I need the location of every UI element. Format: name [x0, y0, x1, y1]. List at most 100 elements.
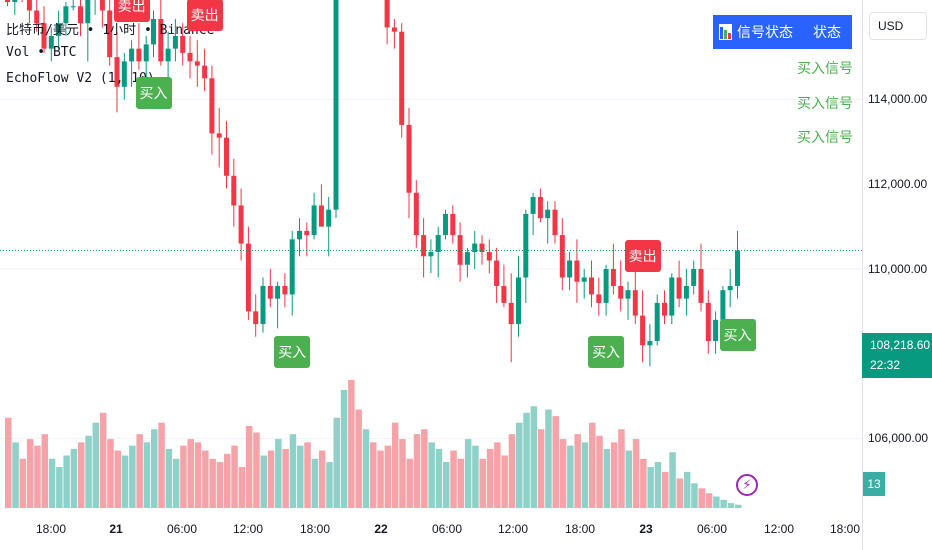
price-tick-label: 106,000.00 — [868, 431, 929, 445]
grid-lines — [0, 99, 862, 439]
volume-bar — [333, 417, 340, 508]
candle-body — [136, 48, 142, 62]
volume-bar — [311, 458, 319, 508]
signal-status-panel: 信号状态 状态 — [713, 15, 852, 49]
candle-body — [129, 48, 135, 62]
price-tick-label: 110,000.00 — [868, 262, 928, 276]
volume-bar — [647, 466, 654, 508]
candle-body — [180, 35, 186, 53]
volume-bar — [559, 439, 567, 508]
volume-bar — [238, 466, 246, 508]
volume-legend[interactable]: Vol • BTC — [6, 45, 77, 60]
volume-bars — [5, 380, 742, 508]
candle-body — [70, 6, 76, 8]
price-tick-label: 112,000.00 — [868, 177, 928, 191]
candle-body — [209, 78, 215, 134]
volume-bar — [399, 439, 406, 508]
signal-row: 买入信号 — [797, 96, 853, 112]
volume-bar — [12, 442, 19, 508]
volume-bar — [464, 439, 472, 508]
volume-bar — [596, 435, 603, 508]
candles — [5, 0, 740, 367]
volume-bar — [662, 471, 669, 508]
candle-body — [464, 252, 470, 265]
time-tick-label: 18:00 — [564, 522, 596, 536]
volume-bar — [260, 455, 267, 508]
volume-bar — [245, 425, 253, 508]
candle-body — [99, 0, 105, 11]
volume-bar — [136, 434, 143, 508]
volume-bar — [443, 462, 450, 508]
volume-bar — [48, 458, 56, 508]
candle-body — [691, 269, 697, 286]
candle-body — [187, 52, 193, 62]
candle-body — [435, 235, 441, 253]
candle-body — [545, 209, 551, 219]
candle-body — [333, 0, 339, 210]
candle-body — [705, 302, 711, 342]
volume-bar — [340, 389, 348, 508]
candle-body — [121, 61, 127, 87]
candle-body — [194, 61, 200, 66]
candle-body — [472, 243, 478, 253]
time-tick-label: 18:00 — [299, 522, 331, 536]
candle-body — [559, 235, 565, 278]
volume-bar — [618, 429, 625, 508]
candle-body — [669, 277, 675, 316]
signal-panel-title: 信号状态 — [737, 25, 793, 41]
volume-bar — [114, 450, 121, 508]
time-tick-label: 12:00 — [232, 522, 264, 536]
candle-body — [581, 277, 587, 282]
candle-body — [727, 285, 733, 291]
volume-bar — [370, 442, 377, 508]
time-tick-label: 21 — [109, 522, 123, 536]
chart-canvas[interactable] — [0, 0, 862, 550]
candle-body — [63, 6, 69, 24]
volume-bar — [654, 462, 662, 508]
candle-body — [676, 277, 682, 299]
candle-body — [406, 124, 412, 193]
volume-bar — [151, 429, 158, 508]
lightning-icon[interactable]: ⚡ — [736, 474, 758, 496]
candle-body — [311, 205, 317, 236]
volume-bar — [172, 458, 180, 508]
volume-bar — [516, 422, 523, 508]
currency-button[interactable]: USD — [869, 12, 927, 40]
volume-bar — [581, 442, 589, 508]
time-tick-label: 22 — [374, 522, 388, 536]
volume-badge: 13 — [863, 472, 885, 496]
candle-body — [289, 239, 295, 295]
candle-body — [384, 0, 390, 28]
indicator-legend[interactable]: EchoFlow V2 (1, 10) — [6, 71, 155, 86]
volume-bar — [501, 455, 508, 508]
volume-bar — [326, 462, 333, 508]
buy-signal-label: 买入 — [719, 318, 756, 351]
sell-signal-label: 卖出 — [186, 0, 223, 31]
candle-body — [216, 133, 222, 138]
volume-bar — [735, 504, 742, 508]
candle-body — [282, 285, 288, 295]
sell-signal-label: 卖出 — [624, 240, 661, 273]
candle-body — [245, 243, 251, 312]
candle-body — [238, 205, 244, 244]
candle-body — [143, 44, 149, 62]
candle-body — [107, 10, 113, 58]
volume-bar — [78, 442, 85, 508]
price-axis[interactable] — [862, 0, 932, 550]
volume-bar — [99, 412, 107, 508]
volume-bar — [355, 409, 362, 508]
volume-bar — [698, 488, 705, 508]
candle-body — [640, 315, 646, 346]
volume-bar — [676, 478, 684, 508]
candle-body — [165, 48, 171, 62]
volume-bar — [640, 458, 647, 508]
symbol-legend[interactable]: 比特币/美元 • 1小时 • Binance — [6, 23, 215, 38]
volume-bar — [720, 499, 727, 508]
candle-body — [172, 35, 178, 49]
candle-body — [610, 269, 616, 286]
candle-body — [260, 285, 266, 325]
volume-bar — [267, 450, 275, 508]
candle-body — [647, 341, 653, 346]
volume-bar — [26, 439, 34, 508]
